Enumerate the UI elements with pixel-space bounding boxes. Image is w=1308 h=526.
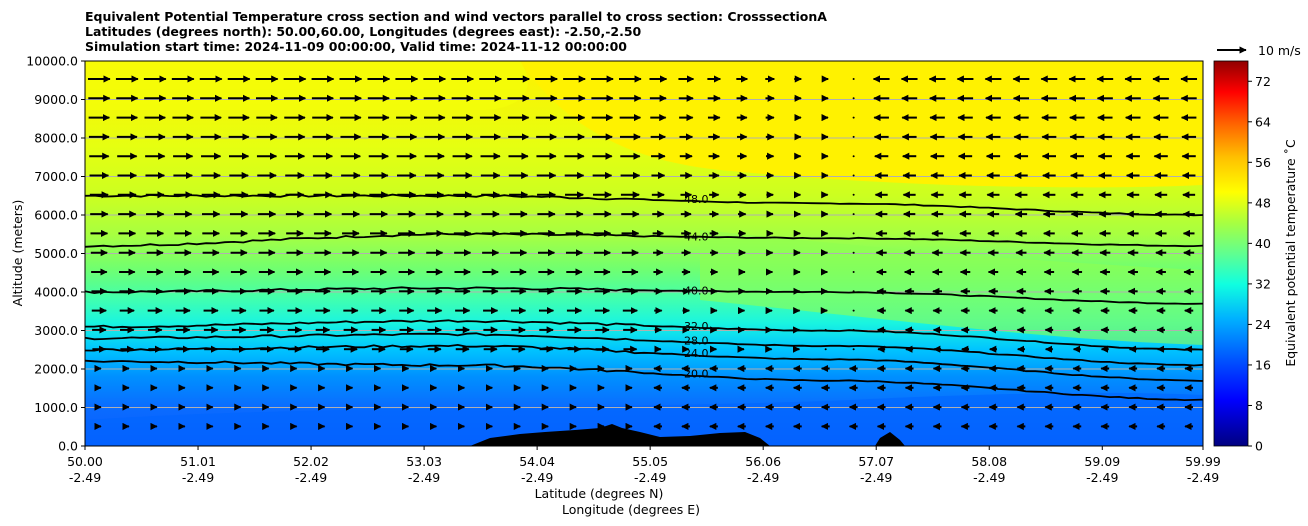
x-axis: 50.00-2.4951.01-2.4952.02-2.4953.03-2.49… bbox=[67, 446, 1221, 485]
contour-labels: 48.0 44.0 40.0 32.0 28.024.0 20.0 bbox=[684, 193, 709, 380]
title-line-3: Simulation start time: 2024-11-09 00:00:… bbox=[85, 39, 627, 54]
colorbar-label: Equivalent potential temperature ˚C bbox=[1283, 139, 1298, 367]
x-tick-label-latitude: 51.01 bbox=[180, 454, 216, 469]
x-tick-label-longitude: -2.49 bbox=[521, 470, 553, 485]
title-line-1: Equivalent Potential Temperature cross s… bbox=[85, 9, 827, 24]
contour-label: 48.0 bbox=[684, 193, 709, 206]
contour-label: 40.0 bbox=[684, 284, 709, 297]
wind-vector bbox=[852, 213, 855, 216]
x-tick-label-longitude: -2.49 bbox=[860, 470, 892, 485]
theta-e-low-band bbox=[85, 392, 1203, 446]
y-tick-label: 0.0 bbox=[58, 439, 78, 454]
y-tick-label: 9000.0 bbox=[34, 92, 78, 107]
contour-label: 28.0 bbox=[684, 335, 709, 348]
wind-vector bbox=[852, 232, 855, 235]
wind-vector bbox=[852, 78, 855, 80]
colorbar-tick-label: 48 bbox=[1255, 195, 1271, 210]
terrain-silhouette bbox=[470, 424, 905, 446]
wind-vector bbox=[852, 309, 855, 312]
contour-label: 44.0 bbox=[684, 231, 709, 244]
wind-vector bbox=[852, 97, 855, 100]
x-tick-label-latitude: 50.00 bbox=[67, 454, 103, 469]
wind-vector bbox=[852, 271, 855, 273]
x-axis-label-latitude: Latitude (degrees N) bbox=[535, 486, 664, 501]
colorbar-tick-label: 8 bbox=[1255, 398, 1263, 413]
wind-vector bbox=[824, 328, 827, 331]
x-tick-label-longitude: -2.49 bbox=[69, 470, 101, 485]
x-tick-label-longitude: -2.49 bbox=[182, 470, 214, 485]
x-tick-label-longitude: -2.49 bbox=[1187, 470, 1219, 485]
wind-vector bbox=[852, 155, 855, 158]
x-tick-label-latitude: 53.03 bbox=[406, 454, 442, 469]
theta-e-green-region bbox=[700, 230, 1203, 345]
quiver-key-label: 10 m/s bbox=[1258, 43, 1301, 58]
wind-vector bbox=[852, 135, 855, 138]
x-tick-label-longitude: -2.49 bbox=[1086, 470, 1118, 485]
theta-e-upper-tongue bbox=[85, 61, 528, 110]
colorbar-tick-label: 56 bbox=[1255, 155, 1271, 170]
x-tick-label-longitude: -2.49 bbox=[295, 470, 327, 485]
title-line-2: Latitudes (degrees north): 50.00,60.00, … bbox=[85, 24, 642, 39]
x-tick-label-longitude: -2.49 bbox=[973, 470, 1005, 485]
colorbar-tick-label: 32 bbox=[1255, 276, 1271, 291]
wind-vector bbox=[852, 348, 855, 351]
y-tick-label: 1000.0 bbox=[34, 400, 78, 415]
contour-line bbox=[85, 319, 1203, 351]
colorbar-tick-label: 24 bbox=[1255, 317, 1271, 332]
wind-vector bbox=[852, 328, 855, 331]
y-axis: 0.0 1000.0 2000.0 3000.0 4000.0 5000.0 6000.0 7… bbox=[26, 54, 85, 454]
colorbar-tick-label: 0 bbox=[1255, 439, 1263, 454]
y-tick-label: 3000.0 bbox=[34, 323, 78, 338]
wind-vector bbox=[852, 193, 855, 196]
contour-label: 20.0 bbox=[684, 367, 709, 380]
wind-vector bbox=[852, 174, 855, 177]
x-tick-label-latitude: 58.08 bbox=[971, 454, 1007, 469]
contour-line bbox=[85, 232, 1203, 248]
contour-label: 24.0 bbox=[684, 347, 709, 360]
colorbar bbox=[1213, 60, 1249, 447]
wind-vector bbox=[852, 290, 855, 293]
x-tick-label-latitude: 55.05 bbox=[632, 454, 668, 469]
colorbar-tick-label: 72 bbox=[1255, 74, 1271, 89]
colorbar-ticks: 0 8 16 24 32 40 48 56 64 72 bbox=[1248, 74, 1271, 454]
wind-vectors bbox=[87, 75, 1198, 430]
x-tick-label-longitude: -2.49 bbox=[634, 470, 666, 485]
plot-area: 48.0 44.0 40.0 32.0 28.024.0 20.0 bbox=[85, 61, 1203, 446]
y-tick-label: 5000.0 bbox=[34, 246, 78, 261]
chart-title: Equivalent Potential Temperature cross s… bbox=[85, 9, 827, 54]
contour-label: 32.0 bbox=[684, 320, 709, 333]
y-tick-label: 2000.0 bbox=[34, 362, 78, 377]
colorbar-tick-label: 64 bbox=[1255, 114, 1271, 129]
y-tick-label: 8000.0 bbox=[34, 131, 78, 146]
y-tick-label: 6000.0 bbox=[34, 208, 78, 223]
x-axis-label-longitude: Longitude (degrees E) bbox=[562, 502, 700, 517]
wind-vector bbox=[852, 251, 855, 254]
y-axis-label: Altitude (meters) bbox=[10, 200, 25, 307]
x-tick-label-longitude: -2.49 bbox=[408, 470, 440, 485]
colorbar-tick-label: 40 bbox=[1255, 236, 1271, 251]
y-tick-label: 4000.0 bbox=[34, 285, 78, 300]
x-tick-label-latitude: 54.04 bbox=[519, 454, 555, 469]
y-tick-label: 7000.0 bbox=[34, 169, 78, 184]
x-tick-label-latitude: 59.99 bbox=[1185, 454, 1221, 469]
x-tick-label-latitude: 52.02 bbox=[293, 454, 329, 469]
x-tick-label-latitude: 59.09 bbox=[1084, 454, 1120, 469]
colorbar-tick-label: 16 bbox=[1255, 357, 1271, 372]
x-tick-label-latitude: 57.07 bbox=[858, 454, 894, 469]
contour-line bbox=[85, 332, 1203, 367]
x-tick-label-longitude: -2.49 bbox=[747, 470, 779, 485]
y-tick-label: 10000.0 bbox=[26, 54, 78, 69]
x-tick-label-latitude: 56.06 bbox=[745, 454, 781, 469]
wind-vector bbox=[852, 116, 855, 119]
wind-vector bbox=[824, 348, 827, 351]
